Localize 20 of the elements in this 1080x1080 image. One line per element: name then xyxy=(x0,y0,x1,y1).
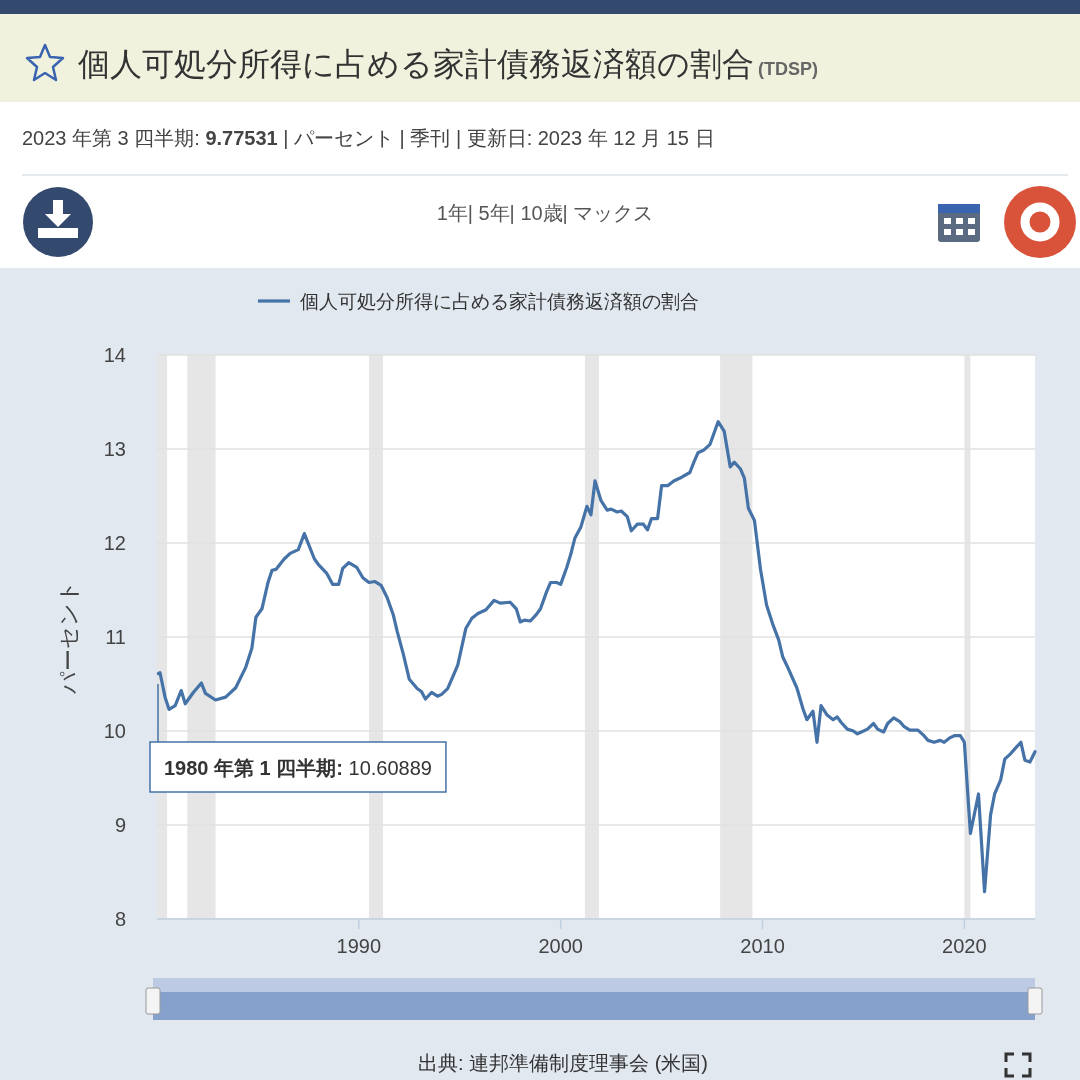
y-tick-label: 12 xyxy=(103,532,126,554)
x-tick-label: 1990 xyxy=(336,935,382,957)
chart-subtitle: 2023 年第 3 四半期: 9.77531 | パーセント | 季刊 | 更新日: 2023 年 12 月 15 日 xyxy=(22,127,715,149)
chart-title: 個人可処分所得に占める家計債務返済額の割合 xyxy=(78,46,754,82)
y-tick-label: 14 xyxy=(103,344,126,366)
text: 1年| 5年| 10歳| マックス xyxy=(436,202,654,224)
y-tick-label: 11 xyxy=(105,626,126,648)
y-axis-title: パーセント xyxy=(56,580,81,695)
text: (TDSP) xyxy=(758,59,818,79)
annotation: 1980 年第 1 四半期: 10.60889 xyxy=(164,757,432,779)
y-tick-label: 9 xyxy=(114,814,126,836)
y-tick-label: 13 xyxy=(103,438,126,460)
x-tick-label: 2000 xyxy=(538,935,583,957)
source-note: 出典: 連邦準備制度理事会 (米国) xyxy=(418,1052,708,1074)
y-tick-label: 10 xyxy=(103,720,126,742)
y-tick-label: 8 xyxy=(114,908,126,930)
legend-label: 個人可処分所得に占める家計債務返済額の割合 xyxy=(300,291,699,312)
x-tick-label: 2010 xyxy=(740,935,785,957)
x-tick-label: 2020 xyxy=(942,935,987,957)
line-series xyxy=(156,420,1037,894)
